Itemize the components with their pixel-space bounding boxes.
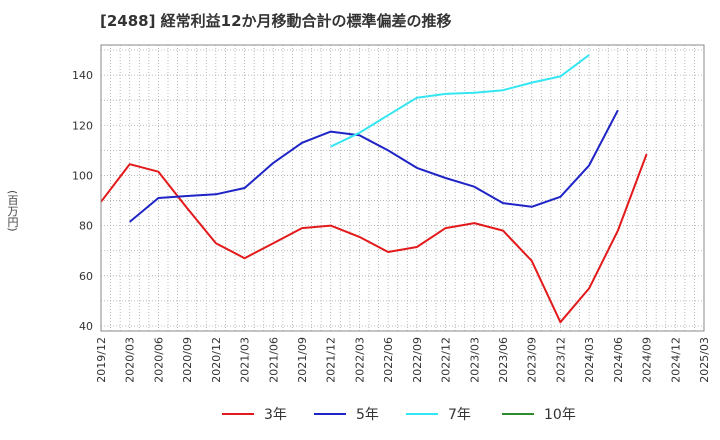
- x-tick-label: 2023/12: [554, 337, 567, 383]
- x-tick-label: 2020/03: [124, 337, 137, 383]
- x-tick-label: 2020/09: [181, 337, 194, 383]
- x-tick-label: 2021/06: [267, 337, 280, 383]
- grid-lines: [101, 45, 704, 331]
- y-tick-label: 80: [79, 220, 93, 233]
- y-tick-label: 60: [79, 270, 93, 283]
- y-tick-label: 140: [72, 69, 93, 82]
- x-tick-label: 2023/06: [497, 337, 510, 383]
- y-tick-label: 40: [79, 320, 93, 333]
- legend: 3年 5年 7年 10年: [222, 407, 576, 423]
- x-tick-labels: 2019/12 2020/03 2020/06 2020/09 2020/12 2021/…: [95, 337, 711, 383]
- y-tick-labels: 40 60 80 100 120 140: [72, 69, 93, 333]
- x-tick-label: 2020/06: [152, 337, 165, 383]
- x-tick-label: 2025/03: [698, 337, 711, 383]
- y-axis-label: (百万円): [6, 190, 19, 232]
- x-tick-label: 2021/12: [325, 337, 338, 383]
- x-tick-label: 2022/12: [440, 337, 453, 383]
- legend-label: 10年: [544, 407, 576, 423]
- x-tick-label: 2021/03: [239, 337, 252, 383]
- chart-title: [2488] 経常利益12か月移動合計の標準偏差の推移: [100, 12, 452, 30]
- y-tick-label: 100: [72, 169, 93, 182]
- x-tick-label: 2024/12: [669, 337, 682, 383]
- x-tick-label: 2024/06: [612, 337, 625, 383]
- x-tick-label: 2022/06: [382, 337, 395, 383]
- legend-label: 3年: [264, 407, 287, 423]
- series-line: [129, 109, 619, 223]
- x-tick-label: 2023/03: [468, 337, 481, 383]
- x-tick-label: 2020/12: [210, 337, 223, 383]
- x-tick-label: 2023/09: [526, 337, 539, 383]
- legend-label: 5年: [356, 407, 379, 423]
- series-line: [330, 54, 590, 148]
- x-tick-label: 2022/03: [353, 337, 366, 383]
- series-lines: [100, 54, 648, 324]
- x-tick-label: 2021/09: [296, 337, 309, 383]
- x-tick-label: 2024/09: [641, 337, 654, 383]
- series-line: [100, 153, 648, 324]
- x-tick-label: 2022/09: [411, 337, 424, 383]
- legend-label: 7年: [448, 407, 471, 423]
- x-tick-label: 2024/03: [583, 337, 596, 383]
- plot-frame: [100, 44, 705, 332]
- x-tick-label: 2019/12: [95, 337, 108, 383]
- y-tick-label: 120: [72, 119, 93, 132]
